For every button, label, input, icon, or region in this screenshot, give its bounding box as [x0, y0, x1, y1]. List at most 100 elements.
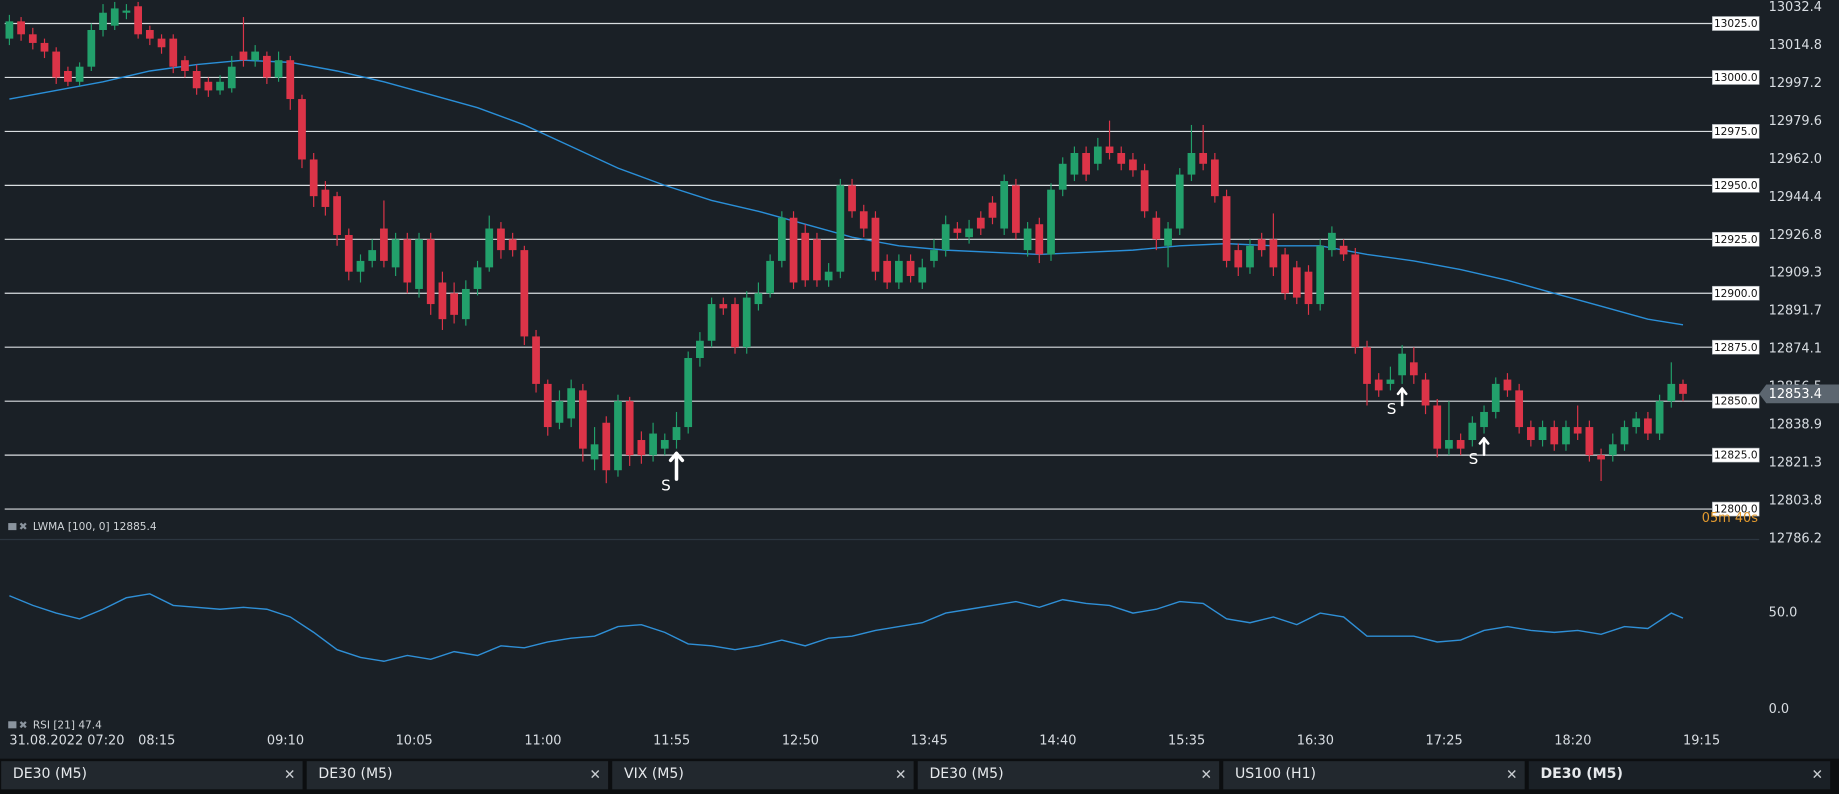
x-tick-label: 11:00 — [524, 734, 561, 749]
candle-body — [356, 260, 365, 272]
candle-body — [848, 185, 856, 212]
chart-background — [0, 0, 1839, 759]
candle-body — [333, 196, 341, 236]
y-tick-label: 12786.2 — [1769, 531, 1822, 546]
candle-body — [1480, 411, 1488, 428]
tab-close[interactable] — [1507, 770, 1516, 779]
candle-body — [883, 260, 892, 283]
level-label-box — [1712, 339, 1760, 355]
candle-body — [1070, 153, 1079, 175]
candle-body — [1187, 153, 1196, 175]
candle-body — [1433, 405, 1442, 449]
candle-body — [1175, 174, 1184, 229]
y-tick-label: 12803.8 — [1769, 493, 1822, 508]
candle-body — [1386, 379, 1395, 384]
tab[interactable] — [612, 761, 914, 790]
candle-body — [40, 42, 49, 52]
tab[interactable] — [1, 761, 303, 790]
y-tick-label: 12891.7 — [1769, 304, 1822, 319]
x-tick-label: 31.08.2022 07:20 — [9, 734, 124, 749]
x-tick-label: 13:45 — [911, 734, 948, 749]
legend-label: LWMA [100, 0] 12885.4 — [33, 521, 157, 533]
tab[interactable] — [1223, 761, 1525, 790]
candle-body — [415, 239, 423, 289]
candle-body — [134, 6, 143, 35]
tab-label: DE30 (M5) — [13, 766, 87, 782]
candle-body — [731, 304, 739, 348]
level-label: 12900.0 — [1714, 288, 1758, 300]
tab[interactable] — [1528, 761, 1831, 790]
candle-body — [684, 358, 693, 428]
last-price-tag — [1759, 384, 1839, 404]
tab-close[interactable] — [1813, 770, 1822, 779]
candle-body — [1199, 153, 1208, 164]
y-tick-label: 13032.4 — [1769, 0, 1822, 15]
candle-body — [707, 304, 716, 341]
legend-icon: ✖ — [19, 719, 28, 731]
x-tick-label: 11:55 — [653, 734, 690, 749]
candle-body — [438, 282, 447, 320]
candle-body — [1339, 245, 1348, 255]
tab[interactable] — [306, 761, 609, 790]
candle-body — [321, 189, 330, 207]
candle-body — [1468, 422, 1477, 441]
candle-body — [836, 185, 845, 272]
tab[interactable] — [917, 761, 1220, 790]
candle-body — [1409, 362, 1418, 376]
tab-label: US100 (H1) — [1235, 766, 1316, 782]
level-label: 12875.0 — [1714, 342, 1758, 354]
candle-body — [426, 239, 435, 305]
tab-close[interactable] — [1202, 770, 1211, 779]
candle-body — [1515, 390, 1524, 428]
candle-body — [555, 401, 564, 423]
x-tick-label: 12:50 — [782, 734, 819, 749]
candle-body — [696, 340, 704, 359]
candle-body — [1421, 379, 1430, 406]
indicator-title: RSI [21] 47.4 — [33, 719, 102, 731]
x-tick-label: 10:05 — [396, 734, 433, 749]
candle-body — [824, 271, 833, 281]
candle-body — [262, 55, 271, 78]
candle-body — [1585, 427, 1594, 456]
tab-close[interactable] — [591, 770, 600, 779]
candle-body — [450, 293, 458, 315]
tab-close[interactable] — [285, 770, 294, 779]
signal-label: S — [1387, 400, 1397, 418]
candle-body — [1679, 383, 1687, 394]
candle-body — [344, 235, 353, 272]
candle-body — [227, 66, 236, 89]
candle-body — [1281, 254, 1289, 294]
candle-body — [742, 297, 751, 348]
level-label-box — [1712, 178, 1760, 193]
candle-body — [1152, 217, 1161, 240]
candle-body — [649, 433, 657, 456]
candle-body — [122, 10, 131, 13]
legend-icon — [8, 523, 17, 531]
y-tick-label: 12821.3 — [1769, 456, 1822, 471]
level-label: 12925.0 — [1714, 234, 1758, 246]
candle-body — [1316, 245, 1325, 305]
candle-body — [1620, 427, 1629, 445]
candle-body — [28, 34, 37, 43]
candle-body — [1503, 379, 1512, 391]
candle-body — [403, 239, 412, 283]
candle-body — [1047, 189, 1055, 255]
y-tick-label: 0.0 — [1769, 702, 1790, 717]
candle-body — [1035, 224, 1044, 255]
candle-body — [789, 217, 798, 283]
candle-body — [766, 260, 774, 294]
tab-close[interactable] — [896, 770, 905, 779]
candle-body — [274, 60, 283, 78]
y-tick-label: 12944.4 — [1769, 190, 1822, 205]
y-tick-label: 12962.0 — [1769, 152, 1822, 167]
candle-body — [1538, 427, 1547, 441]
signal-arrow — [1396, 387, 1408, 407]
candle-body — [87, 29, 96, 67]
candle-body — [204, 81, 213, 91]
candle-body — [754, 293, 763, 305]
candle-body — [1632, 418, 1641, 428]
candle-body — [1398, 353, 1406, 376]
candle-body — [391, 239, 400, 268]
